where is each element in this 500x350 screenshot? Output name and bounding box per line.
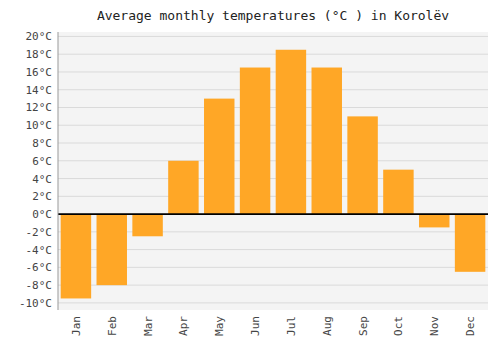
y-tick-label: 10°C [26, 119, 53, 132]
grid-line [58, 71, 488, 72]
plot-area [58, 32, 488, 310]
y-tick-label: 6°C [32, 155, 52, 168]
bar [419, 214, 449, 227]
y-axis-line [58, 32, 59, 310]
bar [204, 99, 234, 214]
x-tick-label: Mar [142, 316, 155, 336]
bar [276, 50, 306, 214]
bar [132, 214, 162, 236]
bar [347, 116, 377, 214]
x-tick-label: Feb [106, 316, 119, 336]
y-tick-label: -10°C [19, 297, 52, 310]
x-tick-label: Apr [177, 316, 190, 336]
bar [455, 214, 485, 272]
y-tick-label: 8°C [32, 137, 52, 150]
grid-line [58, 107, 488, 108]
grid [58, 36, 488, 302]
grid-line [58, 214, 488, 215]
grid-line [58, 54, 488, 55]
x-tick-label: Nov [428, 316, 441, 336]
x-tick-label: Aug [321, 316, 334, 336]
x-tick-label: Jul [285, 316, 298, 336]
grid-line [58, 196, 488, 197]
y-tick-label: 14°C [26, 84, 53, 97]
y-tick-label: 2°C [32, 190, 52, 203]
y-tick-label: -2°C [26, 226, 53, 239]
x-tick-label: Oct [392, 316, 405, 336]
grid-line [58, 160, 488, 161]
x-tick-label: Jun [249, 316, 262, 336]
y-tick-label: -8°C [26, 279, 53, 292]
bars [61, 50, 486, 299]
grid-line [58, 125, 488, 126]
bar [240, 68, 270, 215]
zero-line [58, 213, 488, 215]
bar [312, 68, 342, 215]
bar [168, 161, 198, 214]
grid-line [58, 178, 488, 179]
grid-line [58, 143, 488, 144]
y-tick-label: 16°C [26, 66, 53, 79]
bar [383, 170, 413, 214]
y-tick-label: 18°C [26, 48, 53, 61]
y-tick-label: 4°C [32, 173, 52, 186]
x-tick-label: Dec [464, 316, 477, 336]
grid-line [58, 89, 488, 90]
title: Average monthly temperatures (°C ) in Ko… [97, 8, 449, 23]
y-tick-label: -6°C [26, 261, 53, 274]
y-tick-label: 20°C [26, 30, 53, 43]
y-tick-label: 12°C [26, 101, 53, 114]
x-tick-label: Jan [70, 316, 83, 336]
bar [61, 214, 91, 298]
y-tick-label: -4°C [26, 244, 53, 257]
x-tick-label: Sep [357, 316, 370, 336]
chart: Average monthly temperatures (°C ) in Ko… [0, 0, 500, 350]
grid-line [58, 302, 488, 303]
x-tick-label: May [213, 316, 226, 336]
bar [97, 214, 127, 285]
y-tick-label: 0°C [32, 208, 52, 221]
grid-line [58, 36, 488, 37]
